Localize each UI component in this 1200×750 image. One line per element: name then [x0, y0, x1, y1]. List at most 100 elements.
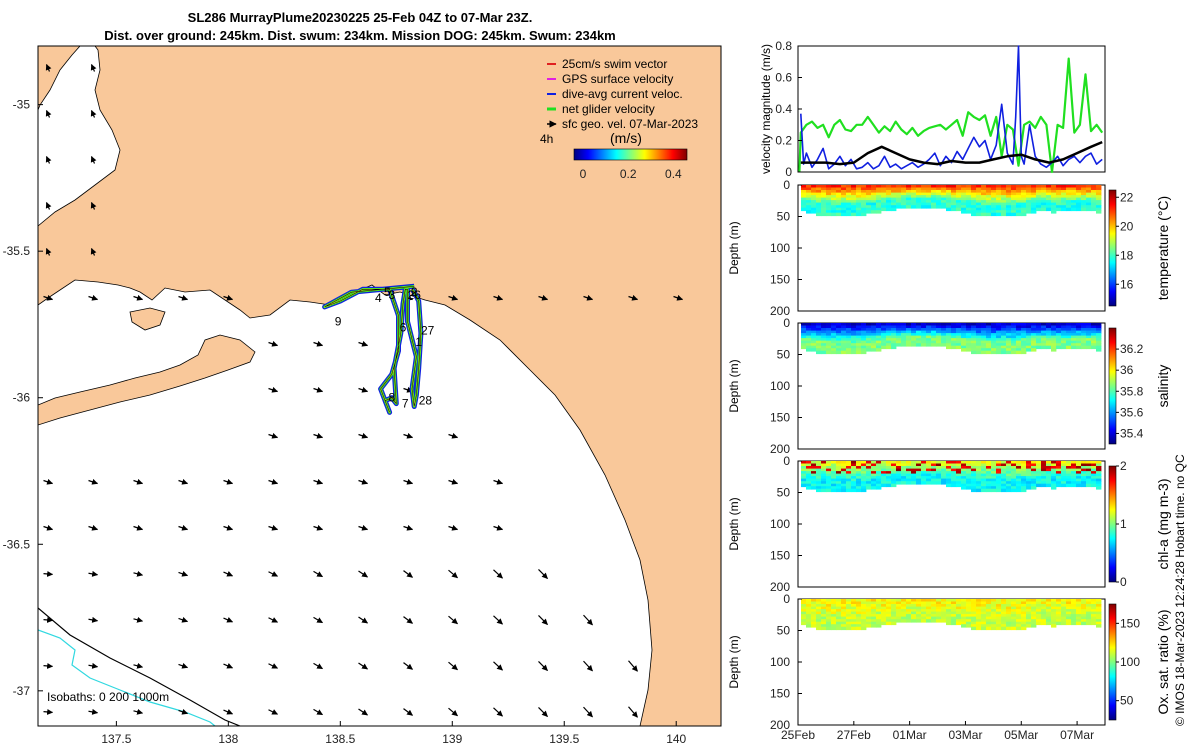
section-cell — [911, 190, 917, 194]
section-cell — [921, 343, 927, 347]
section-cell — [871, 323, 877, 327]
section-cell — [971, 599, 977, 603]
section-cell — [1036, 343, 1042, 347]
section-cell — [1026, 616, 1032, 620]
velocity-arrow — [448, 294, 459, 301]
section-cell — [1081, 466, 1087, 470]
section-cell — [866, 348, 872, 352]
section-cell — [836, 478, 842, 482]
section-cell — [931, 333, 937, 337]
section-cell — [866, 611, 872, 615]
section-cells — [801, 323, 1102, 355]
section-cell — [1056, 333, 1062, 337]
section-cell — [1041, 606, 1047, 610]
section-cell — [1066, 616, 1072, 620]
section-cell — [1051, 476, 1057, 480]
section-cell — [1096, 468, 1102, 472]
section-cell — [1056, 328, 1062, 332]
section-cell — [816, 604, 822, 608]
section-cell — [1096, 481, 1102, 485]
section-cell — [1016, 207, 1022, 212]
section-cell — [1041, 621, 1047, 626]
section-cell — [1006, 616, 1012, 620]
section-cell — [931, 601, 937, 605]
section-cell — [1086, 205, 1092, 209]
section-cell — [1091, 345, 1097, 350]
section-cell — [1041, 333, 1047, 337]
section-cell — [816, 325, 822, 329]
section-cell — [951, 478, 957, 482]
section-cell — [1056, 207, 1062, 212]
section-cell — [1061, 190, 1067, 194]
section-cell — [856, 601, 862, 605]
section-cell — [1081, 200, 1087, 204]
section-cell — [816, 210, 822, 214]
section-cell — [851, 345, 857, 350]
section-cell — [946, 335, 952, 339]
section-cell — [821, 325, 827, 329]
section-cell — [1046, 330, 1052, 334]
section-cell — [961, 614, 967, 618]
section-cell — [1016, 200, 1022, 204]
section-cell — [956, 323, 962, 327]
section-cell — [916, 468, 922, 472]
section-cell — [931, 202, 937, 206]
section-cell — [1021, 348, 1027, 352]
section-cell — [921, 466, 927, 470]
section-cell — [846, 463, 852, 467]
section-cell — [1001, 609, 1007, 613]
section-cell — [1011, 468, 1017, 472]
section-cell — [856, 343, 862, 347]
section-cell — [1036, 195, 1042, 199]
section-cell — [1051, 481, 1057, 485]
section-cell — [861, 483, 867, 488]
section-cell — [1026, 468, 1032, 472]
section-cell — [1076, 202, 1082, 206]
section-cell — [811, 187, 817, 191]
section-cell — [896, 338, 902, 342]
section-cell — [1041, 343, 1047, 347]
section-cell — [916, 619, 922, 623]
section-cell — [956, 616, 962, 620]
section-cell — [1071, 187, 1077, 191]
section-cell — [821, 210, 827, 214]
section-cell — [846, 478, 852, 482]
section-cell — [821, 611, 827, 615]
section-cell — [861, 486, 867, 490]
section-cell — [996, 601, 1002, 605]
section-cell — [826, 626, 832, 631]
section-cell — [826, 461, 832, 465]
section-cell — [806, 616, 812, 620]
section-cell — [1076, 606, 1082, 610]
section-cell — [911, 619, 917, 623]
section-cell — [901, 335, 907, 339]
section-cell — [871, 614, 877, 618]
section-cell — [1056, 478, 1062, 482]
section-cell — [1086, 606, 1092, 610]
section-cell — [856, 606, 862, 610]
section-cell — [856, 325, 862, 329]
section-cell — [856, 466, 862, 470]
section-cell — [841, 488, 847, 493]
section-cell — [1026, 463, 1032, 467]
section-cell — [836, 471, 842, 475]
section-cell — [1046, 466, 1052, 470]
section-cell — [821, 599, 827, 603]
section-cell — [871, 200, 877, 204]
colorbar-label: temperature (°C) — [1155, 196, 1171, 300]
colorbar-label: chl-a (mg m-3) — [1155, 478, 1171, 569]
section-cell — [951, 338, 957, 342]
section-cell — [1031, 207, 1037, 212]
section-cell — [966, 330, 972, 334]
section-cell — [851, 325, 857, 329]
section-cell — [1026, 461, 1032, 465]
section-cell — [836, 621, 842, 626]
section-cell — [1031, 185, 1037, 189]
section-cell — [1021, 599, 1027, 603]
section-cell — [861, 619, 867, 623]
section-cell — [816, 195, 822, 199]
section-cell — [801, 187, 807, 191]
section-cell — [1081, 471, 1087, 475]
section-cell — [1011, 614, 1017, 618]
section-cell — [1071, 340, 1077, 344]
